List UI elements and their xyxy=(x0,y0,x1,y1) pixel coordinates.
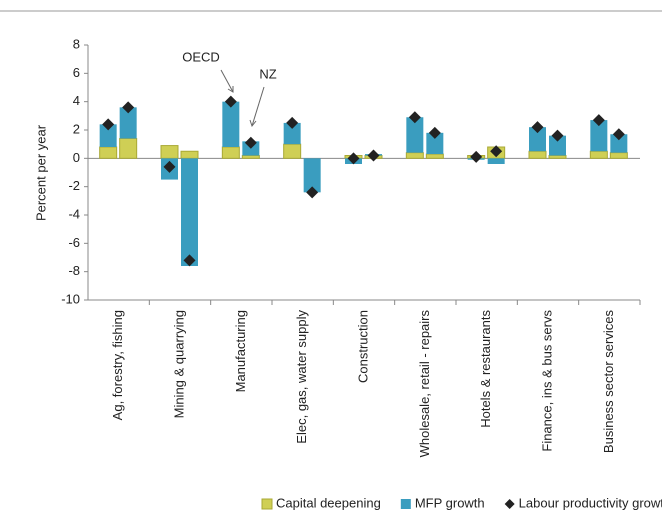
x-tick-label: Finance, ins & bus servs xyxy=(539,310,554,452)
y-tick-label: -8 xyxy=(68,263,80,278)
bar-segment xyxy=(181,158,198,266)
y-tick-label: -4 xyxy=(68,206,80,221)
bar-segment xyxy=(405,152,424,159)
legend-label: Labour productivity growth xyxy=(519,495,662,510)
bar-segment xyxy=(590,120,608,152)
diamond-marker xyxy=(286,116,299,129)
bar-segment xyxy=(119,138,138,159)
annotation-arrowhead xyxy=(249,119,257,128)
diamond-marker xyxy=(592,114,605,127)
bar-segment xyxy=(425,153,444,159)
y-tick-label: -10 xyxy=(61,291,80,306)
bar-segment xyxy=(283,122,301,145)
y-tick-label: 0 xyxy=(73,150,80,165)
bar-segment xyxy=(221,146,240,159)
bar-segment xyxy=(241,155,260,159)
bar-segment xyxy=(99,146,118,159)
bar-segment xyxy=(549,135,566,156)
annotation: NZ xyxy=(259,66,276,81)
bar-segment xyxy=(119,107,137,139)
y-tick-label: 2 xyxy=(73,121,80,136)
x-tick-label: Elec, gas, water supply xyxy=(294,310,309,444)
y-axis-label: Percent per year xyxy=(33,124,48,221)
annotation-arrow xyxy=(220,69,234,93)
x-tick-label: Construction xyxy=(355,310,370,383)
diamond-marker xyxy=(102,118,115,131)
bar-segment xyxy=(528,150,547,159)
bar-segment xyxy=(426,132,444,155)
bar-segment xyxy=(487,158,505,164)
annotation-arrowhead xyxy=(227,86,234,93)
y-tick-label: 4 xyxy=(73,93,80,108)
bar-segment xyxy=(180,150,199,159)
bar-segment xyxy=(609,152,628,159)
y-tick-label: -6 xyxy=(68,235,80,250)
x-tick-label: Hotels & restaurants xyxy=(478,310,493,428)
annotation-arrow xyxy=(251,86,265,127)
x-tick-label: Business sector services xyxy=(601,310,616,454)
diamond-marker xyxy=(347,152,360,165)
bar-segment xyxy=(589,150,608,159)
y-tick-label: 8 xyxy=(73,36,80,51)
x-tick-label: Ag, forestry, fishing xyxy=(110,310,125,420)
diamond-marker xyxy=(122,101,135,114)
diamond-marker xyxy=(163,160,176,173)
x-tick-label: Manufacturing xyxy=(233,310,248,392)
diamond-marker xyxy=(183,254,196,267)
diamond-marker xyxy=(490,145,503,158)
legend-marker xyxy=(504,499,515,509)
legend-swatch xyxy=(400,499,411,509)
diamond-marker xyxy=(408,111,421,124)
diamond-marker xyxy=(244,136,257,149)
y-tick-label: 6 xyxy=(73,65,80,80)
diamond-marker xyxy=(306,186,319,199)
diamond-marker xyxy=(531,121,544,134)
diamond-marker xyxy=(470,150,483,163)
bar-segment xyxy=(406,117,424,153)
annotation: OECD xyxy=(182,49,220,64)
x-tick-label: Mining & quarrying xyxy=(171,310,186,418)
legend-label: Capital deepening xyxy=(276,495,381,510)
legend-label: MFP growth xyxy=(415,495,485,510)
bar-segment xyxy=(160,145,179,159)
diamond-marker xyxy=(428,126,441,139)
diamond-marker xyxy=(367,149,380,162)
bar-segment xyxy=(610,134,628,153)
bar-segment xyxy=(548,155,567,159)
legend-swatch xyxy=(261,498,273,510)
bar-segment xyxy=(222,101,240,147)
x-tick-label: Wholesale, retail - repairs xyxy=(417,310,432,458)
bar-segment xyxy=(529,127,546,152)
diamond-marker xyxy=(551,129,564,142)
bar-segment xyxy=(303,158,321,193)
bar-segment xyxy=(99,124,117,147)
diamond-marker xyxy=(224,95,237,108)
diamond-marker xyxy=(612,128,625,141)
bar-segment xyxy=(283,143,302,159)
y-tick-label: -2 xyxy=(68,178,80,193)
